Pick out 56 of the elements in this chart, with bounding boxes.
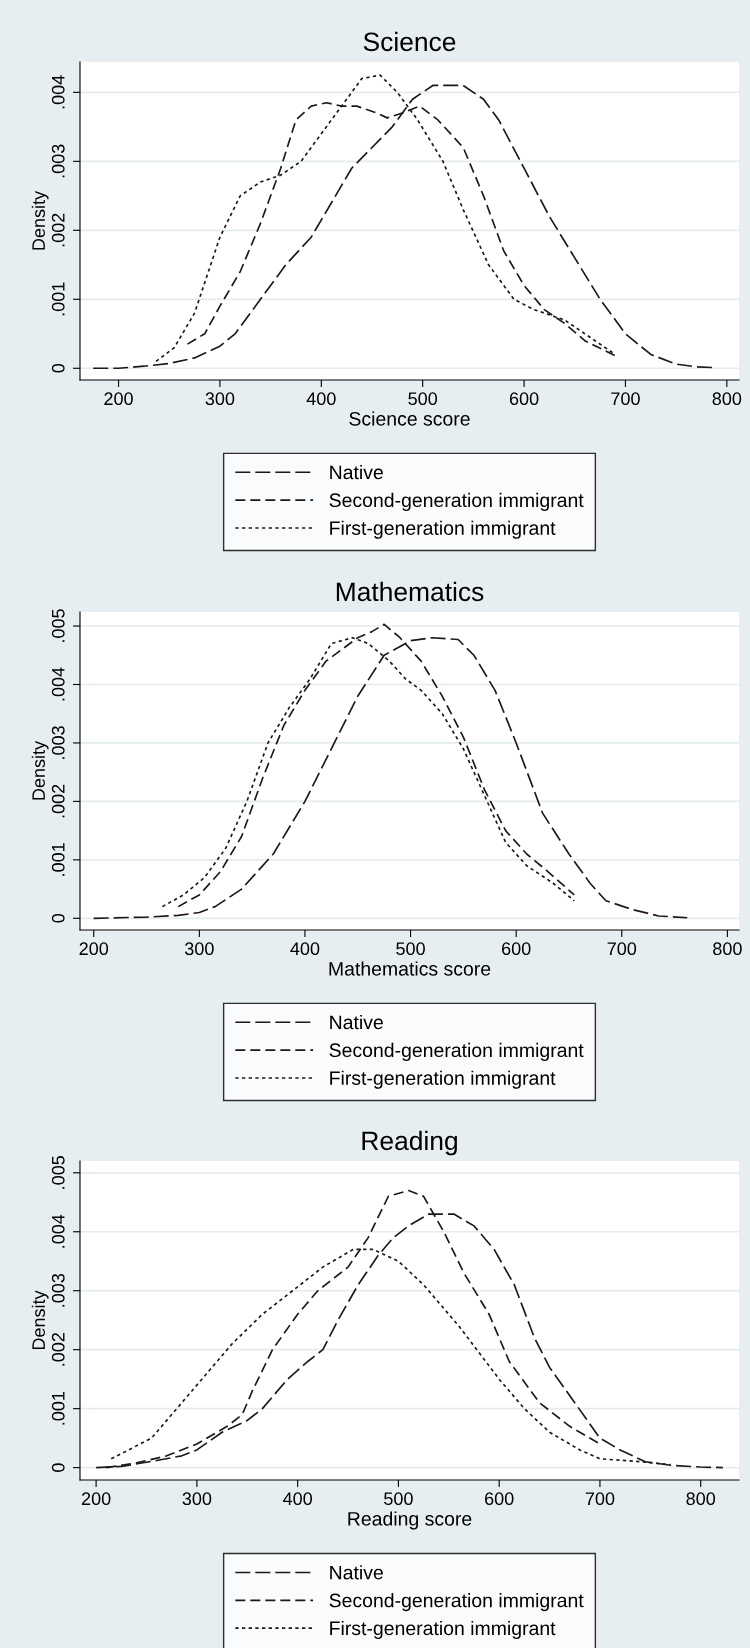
x-axis-title: Reading score: [348, 1511, 472, 1530]
y-tick-label: .002: [51, 213, 65, 247]
y-tick-label: .001: [51, 1391, 65, 1425]
y-tick-label: .004: [51, 1214, 65, 1248]
x-tick-label: 800: [713, 942, 742, 956]
x-tick-label: 600: [509, 392, 539, 406]
legend-label: Second-generation immigrant: [329, 1042, 584, 1061]
legend-label: Native: [330, 1565, 383, 1580]
chart-title: Science: [363, 31, 456, 52]
legend-label: Second-generation immigrant: [329, 1593, 584, 1612]
x-tick-label: 700: [607, 942, 637, 956]
y-axis-title: Density: [31, 740, 49, 800]
chart-title: Mathematics: [336, 581, 484, 602]
y-tick-label: .003: [51, 144, 65, 178]
legend-label: Second-generation immigrant: [329, 492, 584, 511]
x-tick-label: 400: [283, 1492, 313, 1506]
y-tick-label: 0: [51, 1463, 65, 1472]
x-tick-label: 700: [585, 1492, 615, 1506]
y-tick-label: .004: [51, 667, 65, 701]
y-tick-label: .005: [51, 609, 65, 642]
x-tick-label: 200: [79, 942, 109, 956]
y-tick-label: .003: [51, 726, 65, 759]
x-tick-label: 700: [611, 392, 640, 406]
y-tick-label: .001: [51, 843, 65, 876]
y-tick-label: .004: [51, 75, 65, 109]
x-tick-label: 600: [485, 1492, 514, 1506]
x-tick-label: 300: [205, 392, 235, 406]
y-tick-label: .005: [51, 1155, 65, 1189]
x-axis-title: Science score: [349, 411, 470, 426]
y-axis-title: Density: [31, 190, 49, 250]
x-tick-label: 200: [104, 392, 133, 406]
legend-label: Native: [330, 1014, 383, 1030]
y-tick-label: .002: [51, 784, 65, 818]
y-tick-label: 0: [51, 363, 65, 373]
x-tick-label: 800: [686, 1492, 716, 1506]
x-tick-label: 600: [502, 942, 531, 956]
legend-label: First-generation immigrant: [330, 520, 556, 539]
y-tick-label: .001: [51, 282, 65, 316]
y-tick-label: .003: [51, 1273, 65, 1307]
x-tick-label: 300: [184, 942, 214, 956]
x-tick-label: 500: [408, 392, 438, 406]
legend-label: First-generation immigrant: [330, 1620, 556, 1640]
y-tick-label: 0: [51, 913, 65, 923]
x-tick-label: 300: [182, 1492, 212, 1506]
x-tick-label: 400: [306, 392, 336, 406]
y-axis-title: Density: [31, 1290, 49, 1350]
legend-label: Native: [330, 464, 383, 480]
x-tick-label: 500: [396, 942, 425, 956]
x-tick-label: 500: [384, 1492, 413, 1506]
y-tick-label: .002: [51, 1333, 65, 1366]
x-tick-label: 400: [290, 942, 320, 956]
legend-label: First-generation immigrant: [330, 1070, 556, 1089]
x-axis-title: Mathematics score: [329, 961, 491, 976]
x-tick-label: 200: [81, 1492, 111, 1506]
chart-title: Reading: [362, 1130, 457, 1156]
x-tick-label: 800: [712, 392, 742, 406]
